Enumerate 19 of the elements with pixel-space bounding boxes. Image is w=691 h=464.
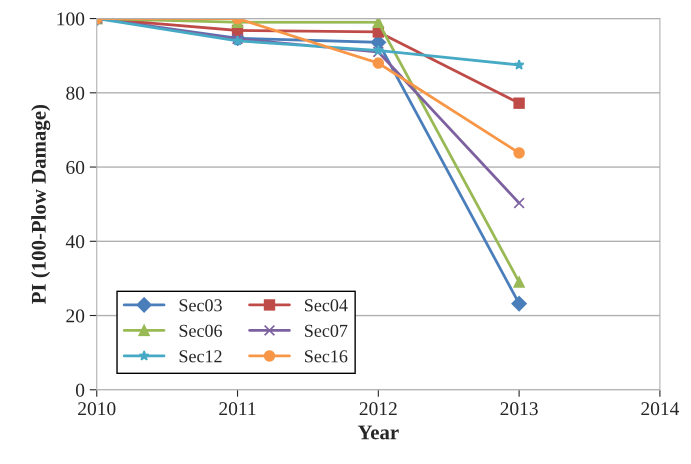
legend-label: Sec12 <box>180 350 222 362</box>
x-tick-label: 2012 <box>360 402 397 416</box>
x-tick-label: 2014 <box>641 402 680 416</box>
x-tick-label: 2013 <box>500 402 538 416</box>
y-tick-label: 60 <box>66 160 84 174</box>
x-tick-label: 2010 <box>78 402 116 416</box>
legend-label: Sec06 <box>180 324 222 337</box>
legend-label: Sec04 <box>305 299 348 312</box>
y-tick-label: 100 <box>57 12 84 26</box>
legend-label: Sec03 <box>180 299 222 312</box>
legend-label: Sec16 <box>305 350 348 362</box>
legend-label: Sec07 <box>305 324 348 337</box>
y-tick-label: 20 <box>66 309 84 322</box>
y-axis-title: PI (100-Plow Damage) <box>31 104 50 304</box>
y-tick-label: 0 <box>76 384 84 397</box>
x-axis-title: Year <box>358 426 399 440</box>
y-tick-label: 80 <box>66 86 84 100</box>
x-tick-label: 2011 <box>219 402 256 416</box>
y-tick-label: 40 <box>66 235 84 248</box>
